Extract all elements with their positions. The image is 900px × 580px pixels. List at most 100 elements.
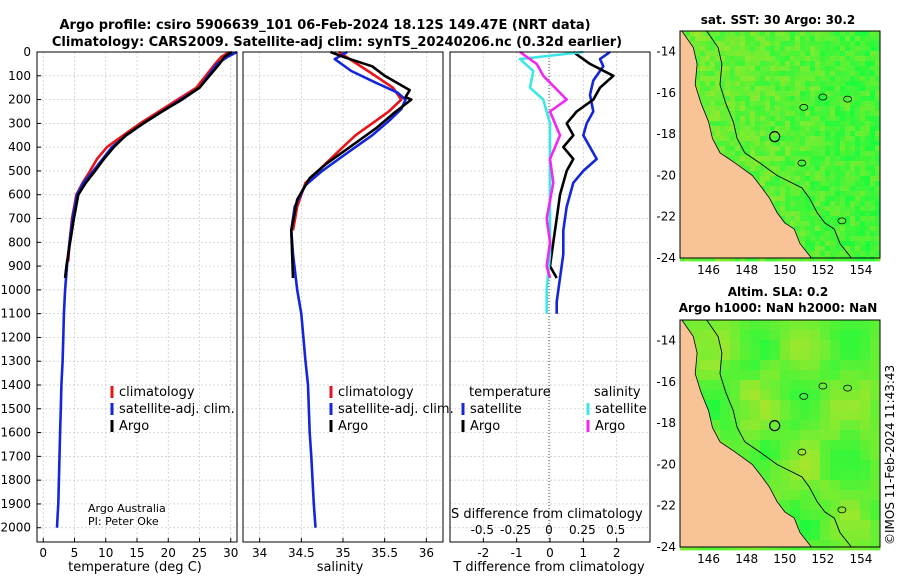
map-cell — [730, 61, 736, 67]
map-cell — [810, 141, 816, 147]
map-cell — [870, 226, 876, 232]
map-cell — [820, 61, 826, 67]
map-cell — [830, 530, 841, 541]
map-cell — [835, 166, 841, 172]
map-cell — [840, 86, 846, 92]
map-cell — [860, 76, 866, 82]
map-cell — [720, 400, 731, 411]
map-cell — [715, 106, 721, 112]
map-cell — [865, 46, 871, 52]
map-cell — [790, 61, 796, 67]
map-cell — [785, 61, 791, 67]
map-cell — [765, 191, 771, 197]
map-cell — [730, 350, 741, 361]
reef-outline — [799, 392, 809, 400]
map-cell — [765, 126, 771, 132]
map-cell — [825, 86, 831, 92]
map-cell — [700, 41, 706, 47]
map-cell — [790, 221, 796, 227]
map-cell — [830, 226, 836, 232]
map-cell — [835, 156, 841, 162]
map-cell — [790, 91, 796, 97]
series-argo — [63, 50, 233, 279]
map-cell — [840, 440, 851, 451]
map-cell — [830, 46, 836, 52]
map-cell — [735, 76, 741, 82]
sla-map-frame — [679, 319, 881, 548]
map-cell — [785, 196, 791, 202]
map-cell — [745, 116, 751, 122]
map-cell — [835, 176, 841, 182]
map-cell — [825, 211, 831, 217]
map-cell — [805, 86, 811, 92]
map-cell — [805, 41, 811, 47]
map-cell — [730, 256, 736, 262]
map-cell — [835, 31, 841, 37]
map-cell — [800, 360, 811, 371]
map-cell — [845, 146, 851, 152]
map-cell — [740, 106, 746, 112]
map-cell — [745, 126, 751, 132]
map-cell — [870, 36, 876, 42]
map-cell — [850, 151, 856, 157]
map-cell — [870, 111, 876, 117]
map-cell — [850, 76, 856, 82]
map-cell — [765, 71, 771, 77]
map-cell — [785, 161, 791, 167]
map-cell — [700, 256, 706, 262]
map-cell — [800, 96, 806, 102]
map-cell — [820, 440, 831, 451]
map-cell — [855, 141, 861, 147]
map-cell — [845, 221, 851, 227]
y-tick-label: 1000 — [0, 283, 31, 297]
map-cell — [725, 141, 731, 147]
map-cell — [740, 430, 751, 441]
map-cell — [785, 191, 791, 197]
map-cell — [810, 350, 821, 361]
x-tick-label: 1 — [580, 546, 588, 560]
map-cell — [770, 91, 776, 97]
map-cell — [870, 480, 881, 491]
map-cell — [870, 156, 876, 162]
map-cell — [840, 36, 846, 42]
map-cell — [870, 31, 876, 37]
map-cell — [775, 181, 781, 187]
map-cell — [815, 61, 821, 67]
map-cell — [740, 66, 746, 72]
map-cell — [750, 330, 761, 341]
map-cell — [850, 241, 856, 247]
map-cell — [835, 66, 841, 72]
map-cell — [775, 111, 781, 117]
map-cell — [840, 246, 846, 252]
map-cell — [875, 201, 881, 207]
map-cell — [800, 520, 811, 531]
map-cell — [730, 71, 736, 77]
map-cell — [830, 420, 841, 431]
map-cell — [715, 81, 721, 87]
map-cell — [750, 350, 761, 361]
map-cell — [755, 111, 761, 117]
map-cell — [710, 340, 721, 351]
map-cell — [705, 71, 711, 77]
map-cell — [730, 410, 741, 421]
map-cell — [680, 256, 686, 262]
map-cell — [870, 61, 876, 67]
map-cell — [715, 141, 721, 147]
map-cell — [850, 36, 856, 42]
map-cell — [830, 31, 836, 37]
map-cell — [860, 101, 866, 107]
map-cell — [850, 191, 856, 197]
map-cell — [850, 101, 856, 107]
map-cell — [805, 36, 811, 42]
map-cell — [820, 236, 826, 242]
map-lon-label: 154 — [849, 263, 872, 277]
map-cell — [870, 470, 881, 481]
map-cell — [725, 46, 731, 52]
map-cell — [870, 91, 876, 97]
x-tick-label: 30 — [223, 546, 238, 560]
map-cell — [725, 256, 731, 262]
map-cell — [875, 141, 881, 147]
map-cell — [835, 51, 841, 57]
map-cell — [815, 31, 821, 37]
map-cell — [810, 241, 816, 247]
